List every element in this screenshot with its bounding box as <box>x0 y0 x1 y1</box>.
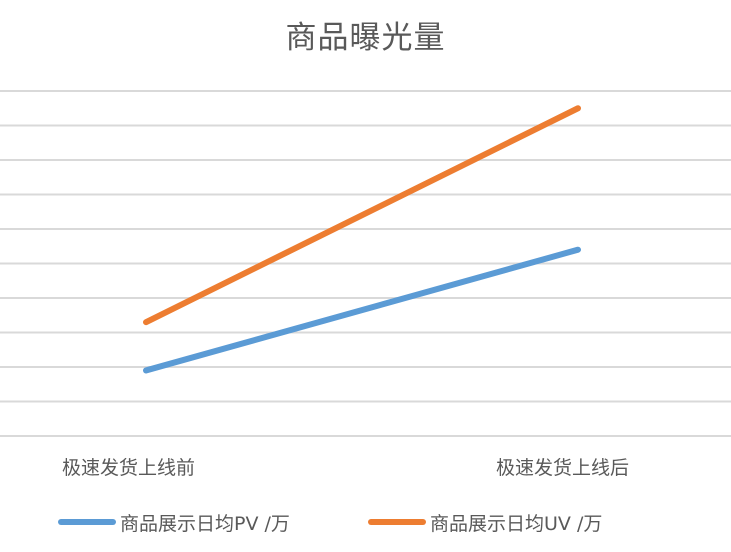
series-line-uv <box>143 105 581 326</box>
legend-swatch-uv <box>368 519 426 525</box>
legend-item-pv: 商品展示日均PV /万 <box>58 506 290 538</box>
legend-item-uv: 商品展示日均UV /万 <box>368 506 602 538</box>
data-series <box>143 105 581 374</box>
legend-swatch-pv <box>58 519 116 525</box>
legend-label-pv: 商品展示日均PV /万 <box>120 512 290 535</box>
gridlines <box>0 90 731 437</box>
series-line-pv <box>143 246 581 374</box>
x-axis-label-before: 极速发货上线前 <box>62 457 196 479</box>
legend-label-uv: 商品展示日均UV /万 <box>430 512 603 535</box>
x-axis-label-after: 极速发货上线后 <box>496 457 630 479</box>
chart-title: 商品曝光量 <box>285 20 446 56</box>
